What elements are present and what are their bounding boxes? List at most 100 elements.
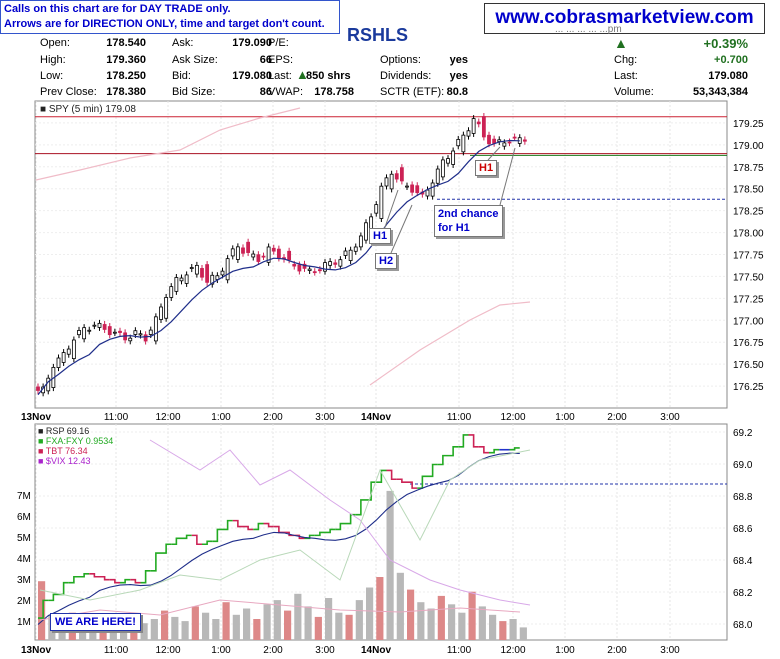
x-tick-label: 1:00 bbox=[555, 412, 575, 423]
rsp-line-segment bbox=[458, 434, 469, 448]
x-tick-label: 14Nov bbox=[361, 645, 391, 656]
candle-body bbox=[389, 173, 394, 190]
rsp-line-segment bbox=[191, 534, 202, 546]
volume-bar bbox=[89, 623, 97, 640]
indicator-legend-item: ■ $VIX 12.43 bbox=[38, 456, 90, 466]
vwap-value: 178.758 bbox=[314, 86, 354, 98]
candle-body bbox=[317, 269, 322, 272]
volume-bar bbox=[325, 598, 333, 640]
volume-bar bbox=[437, 595, 445, 640]
candle-body bbox=[502, 142, 507, 147]
bid-size-value: 86 bbox=[259, 86, 272, 98]
x-tick-label: 1:00 bbox=[211, 645, 231, 656]
y-tick-label: 177.50 bbox=[733, 272, 764, 283]
rsp-line-segment bbox=[386, 469, 397, 481]
candle-body bbox=[271, 247, 276, 252]
candle-body bbox=[112, 331, 117, 334]
last2-label: Last: bbox=[614, 70, 638, 82]
fxa-fxy-line bbox=[39, 449, 531, 601]
x-tick-label: 2:00 bbox=[263, 412, 283, 423]
volume-bar bbox=[417, 602, 425, 640]
candle-body bbox=[71, 339, 76, 360]
candle-body bbox=[194, 264, 199, 275]
rsp-line-segment bbox=[325, 528, 336, 534]
rsp-line-segment bbox=[212, 528, 223, 543]
rsp-line-segment bbox=[468, 434, 479, 448]
candle-body bbox=[225, 258, 230, 281]
x-tick-label: 11:00 bbox=[104, 645, 129, 656]
candle-body bbox=[148, 329, 153, 335]
candle-body bbox=[466, 130, 471, 137]
y-tick-label: 178.75 bbox=[733, 163, 764, 174]
volume-bar bbox=[489, 614, 497, 640]
rsp-line-segment bbox=[48, 593, 59, 602]
rsp-line-segment bbox=[376, 469, 387, 484]
volume-bar bbox=[427, 608, 435, 640]
sctr-value: 80.8 bbox=[446, 86, 468, 98]
candle-body bbox=[235, 246, 240, 260]
candle-body bbox=[358, 235, 363, 248]
tbt-line bbox=[39, 599, 521, 621]
y-tick-label: 176.75 bbox=[733, 338, 764, 349]
candle-body bbox=[440, 159, 445, 178]
candle-body bbox=[200, 268, 204, 278]
y-tick-label-left: 2M bbox=[17, 596, 31, 607]
volume-bar bbox=[253, 619, 261, 640]
rsp-line-segment bbox=[478, 445, 489, 454]
x-tick-label: 12:00 bbox=[155, 645, 180, 656]
low-value: 178.250 bbox=[106, 70, 146, 82]
candle-body bbox=[399, 167, 404, 182]
options-value: yes bbox=[449, 54, 468, 66]
candle-body bbox=[61, 352, 66, 363]
candle-body bbox=[174, 277, 179, 292]
rsp-average-line bbox=[37, 452, 520, 625]
candle-body bbox=[138, 333, 143, 336]
x-tick-label: 2:00 bbox=[607, 412, 627, 423]
candle-body bbox=[87, 329, 92, 332]
volume-bar bbox=[345, 614, 353, 640]
second-chance-pointer bbox=[499, 147, 516, 206]
rsp-line-segment bbox=[150, 552, 161, 572]
x-tick-label: 13Nov bbox=[21, 645, 51, 656]
candle-body bbox=[394, 173, 399, 180]
rsp-line-segment bbox=[437, 454, 448, 466]
rsp-line-segment bbox=[243, 525, 254, 531]
y-tick-label: 178.50 bbox=[733, 185, 764, 196]
candle-body bbox=[189, 267, 194, 269]
indicator-legend-item: ■ RSP 69.16 bbox=[38, 426, 89, 436]
volume-bar bbox=[273, 600, 281, 640]
rsp-line-segment bbox=[366, 481, 377, 501]
rsp-line-segment bbox=[417, 475, 428, 489]
candle-body bbox=[512, 136, 517, 139]
rsp-line-segment bbox=[181, 534, 192, 540]
candle-body bbox=[476, 121, 481, 125]
candle-body bbox=[66, 348, 71, 355]
rsp-line-segment bbox=[89, 572, 100, 578]
y-tick-label-left: 4M bbox=[17, 554, 31, 565]
volume-bar bbox=[243, 608, 251, 640]
volume-bar bbox=[396, 572, 404, 640]
y-tick-label: 178.00 bbox=[733, 229, 764, 240]
y-tick-label: 177.25 bbox=[733, 294, 764, 305]
candle-body bbox=[348, 249, 353, 261]
candle-body bbox=[292, 264, 297, 267]
h2-pointer bbox=[390, 204, 413, 254]
y-tick-label: 176.50 bbox=[733, 360, 764, 371]
candle-body bbox=[36, 386, 40, 391]
candle-body bbox=[323, 262, 327, 272]
rsp-line-segment bbox=[345, 513, 356, 525]
rsp-line-segment bbox=[99, 575, 110, 581]
h1-note: H1 bbox=[369, 228, 392, 244]
y-tick-label-right: 68.8 bbox=[733, 492, 753, 503]
y-tick-label-right: 68.4 bbox=[733, 556, 753, 567]
volume-bar bbox=[448, 604, 456, 640]
rsp-line-segment bbox=[171, 537, 182, 546]
volume-bar bbox=[304, 606, 312, 640]
rsp-line-segment bbox=[68, 575, 79, 584]
candle-body bbox=[169, 286, 174, 298]
rsp-line-segment bbox=[202, 540, 213, 546]
x-tick-label: 12:00 bbox=[500, 412, 525, 423]
date-fragment: ... ... ... ... ...pm bbox=[555, 24, 622, 35]
x-tick-label: 3:00 bbox=[315, 645, 335, 656]
